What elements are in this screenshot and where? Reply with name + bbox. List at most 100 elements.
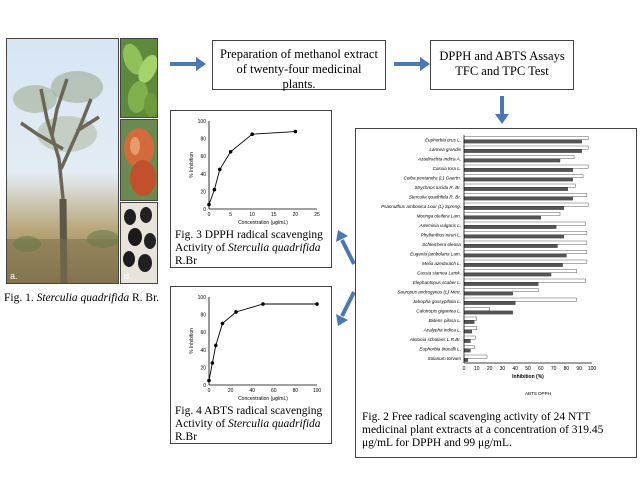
bar-dpph bbox=[463, 139, 582, 144]
dpph-x-tick-label: 25 bbox=[314, 212, 320, 218]
bar-x-tick-label: 30 bbox=[500, 366, 506, 372]
abts-y-tick-label: 40 bbox=[200, 348, 206, 354]
abts-y-tick-label: 100 bbox=[198, 295, 207, 301]
abts-data-point bbox=[207, 378, 211, 383]
bar-dpph bbox=[463, 225, 557, 229]
fruit-illustration bbox=[124, 128, 156, 196]
bar-dpph bbox=[463, 253, 567, 258]
bar-abts bbox=[463, 193, 588, 197]
bar-x-tick-label: 40 bbox=[512, 366, 518, 372]
bar-dpph bbox=[463, 291, 513, 296]
category-label: Azadirachta indica A. bbox=[417, 157, 461, 162]
bar-dpph bbox=[463, 263, 563, 267]
arrow-right-2 bbox=[394, 57, 430, 71]
step-assays-line1: DPPH and ABTS Assays bbox=[439, 49, 565, 63]
bar-dpph bbox=[463, 320, 475, 324]
dpph-y-tick-label: 80 bbox=[200, 137, 206, 143]
bar-abts bbox=[463, 269, 577, 273]
step-extract-text: Preparation of methanol extract of twent… bbox=[220, 47, 378, 91]
abts-x-tick-label: 60 bbox=[271, 388, 277, 394]
bar-abts bbox=[463, 155, 575, 159]
bar-x-tick-label: 10 bbox=[474, 366, 480, 372]
abts-x-tick-label: 100 bbox=[313, 388, 322, 394]
bar-dpph bbox=[463, 206, 565, 210]
dpph-data-point bbox=[218, 167, 222, 172]
abts-x-tick-label: 40 bbox=[249, 388, 255, 394]
category-label: Euphorbia tirus L. bbox=[425, 138, 461, 143]
bar-x-tick-label: 50 bbox=[525, 366, 531, 372]
bar-abts bbox=[463, 240, 588, 245]
bar-abts bbox=[463, 259, 588, 264]
category-label: Sterculia quadrifida R. Br. bbox=[409, 195, 461, 200]
bar-dpph bbox=[463, 329, 472, 334]
bar-abts bbox=[463, 145, 589, 150]
bar-x-tick-label: 90 bbox=[576, 366, 582, 372]
tree-illustration bbox=[7, 71, 118, 283]
abts-chart: 0 20 40 60 80 100 0 20 40 60 80 100 Concentration (μ… bbox=[189, 295, 322, 402]
dpph-y-tick-label: 20 bbox=[200, 189, 206, 195]
figure1-caption: Fig. 1. Sterculia quadrifida R. Br. bbox=[4, 292, 160, 304]
category-label: Cassia tora L. bbox=[433, 166, 461, 171]
category-label: Melia azedarach L. bbox=[422, 261, 461, 266]
abts-x-axis-label: Concentration (μg/mL) bbox=[238, 396, 288, 402]
inhibition-bar-chart: Euphorbia tirus L. Lannea grandis Azadirac… bbox=[381, 135, 597, 396]
bar-abts bbox=[463, 164, 589, 169]
bar-dpph bbox=[463, 215, 542, 220]
bar-dpph bbox=[463, 272, 552, 277]
seeds-photo: d. bbox=[120, 202, 158, 284]
bar-x-tick-label: 100 bbox=[588, 366, 597, 372]
abts-x-tick-label: 80 bbox=[293, 388, 299, 394]
dpph-x-tick-label: 20 bbox=[293, 212, 299, 218]
bar-legend: ABTS DPPH bbox=[525, 391, 551, 396]
category-label: Moringa oleifera Lam. bbox=[417, 214, 461, 219]
category-label: Schleichera oleosa bbox=[422, 242, 461, 247]
category-label: Jatropha gossypifolia L. bbox=[412, 299, 461, 304]
figure2-caption: Fig. 2 Free radical scavenging activity … bbox=[362, 411, 604, 449]
dpph-x-tick-label: 5 bbox=[229, 212, 232, 218]
bar-dpph bbox=[463, 282, 539, 286]
bar-x-tick-label: 60 bbox=[538, 366, 544, 372]
dpph-series-line bbox=[208, 131, 296, 205]
figure3-panel: 0 20 40 60 80 100 0 5 10 15 20 25 Concentration (μg/… bbox=[170, 110, 332, 268]
bar-dpph bbox=[463, 339, 471, 343]
dpph-x-tick-label: 15 bbox=[271, 212, 277, 218]
bar-dpph bbox=[463, 358, 469, 362]
bar-abts bbox=[463, 345, 475, 349]
bar-abts bbox=[463, 278, 586, 283]
bar-x-tick-label: 80 bbox=[564, 366, 570, 372]
figure4-panel: 0 20 40 60 80 100 0 20 40 60 80 100 Concentration (μ… bbox=[170, 286, 332, 444]
arrow-down bbox=[495, 96, 509, 124]
dpph-data-point bbox=[212, 187, 217, 192]
step-extract-box: Preparation of methanol extract of twent… bbox=[212, 40, 386, 91]
bar-abts bbox=[463, 183, 576, 188]
category-label: Psacnuthus ambonica Lour (L) Spreng. bbox=[381, 204, 461, 209]
category-label: Bidens pilosa L. bbox=[429, 318, 461, 323]
dpph-data-point bbox=[250, 132, 254, 136]
arrow-right-1 bbox=[170, 57, 206, 71]
bar-x-tick-label: 70 bbox=[551, 366, 557, 372]
abts-data-point bbox=[315, 302, 319, 306]
dpph-y-tick-label: 100 bbox=[198, 119, 207, 125]
arrow-to-fig4 bbox=[336, 291, 356, 326]
bar-abts bbox=[463, 174, 584, 178]
category-label: Acalypha indica L. bbox=[423, 328, 461, 333]
panel-a-label: a. bbox=[10, 271, 18, 281]
figure2-panel: Euphorbia tirus L. Lannea grandis Azadirac… bbox=[355, 128, 637, 458]
figure4-caption: Fig. 4 ABTS radical scavenging Activity … bbox=[175, 405, 323, 443]
category-label: Phyllanthus niruri L. bbox=[421, 233, 461, 238]
abts-data-point bbox=[220, 321, 225, 326]
bar-abts bbox=[463, 202, 589, 207]
bar-abts bbox=[463, 212, 561, 216]
abts-series-line bbox=[208, 303, 317, 381]
bar-abts bbox=[463, 335, 476, 340]
bar-abts bbox=[463, 316, 478, 321]
bar-x-axis-label: Inhibition (%) bbox=[512, 374, 544, 380]
bar-x-tick-label: 20 bbox=[487, 366, 493, 372]
bar-dpph bbox=[463, 234, 565, 239]
abts-y-tick-label: 60 bbox=[200, 330, 206, 336]
abts-x-tick-label: 20 bbox=[228, 388, 234, 394]
seeds-illustration bbox=[123, 207, 156, 272]
dpph-data-point bbox=[207, 202, 211, 207]
abts-y-tick-label: 20 bbox=[200, 365, 206, 371]
bar-abts bbox=[463, 221, 586, 226]
